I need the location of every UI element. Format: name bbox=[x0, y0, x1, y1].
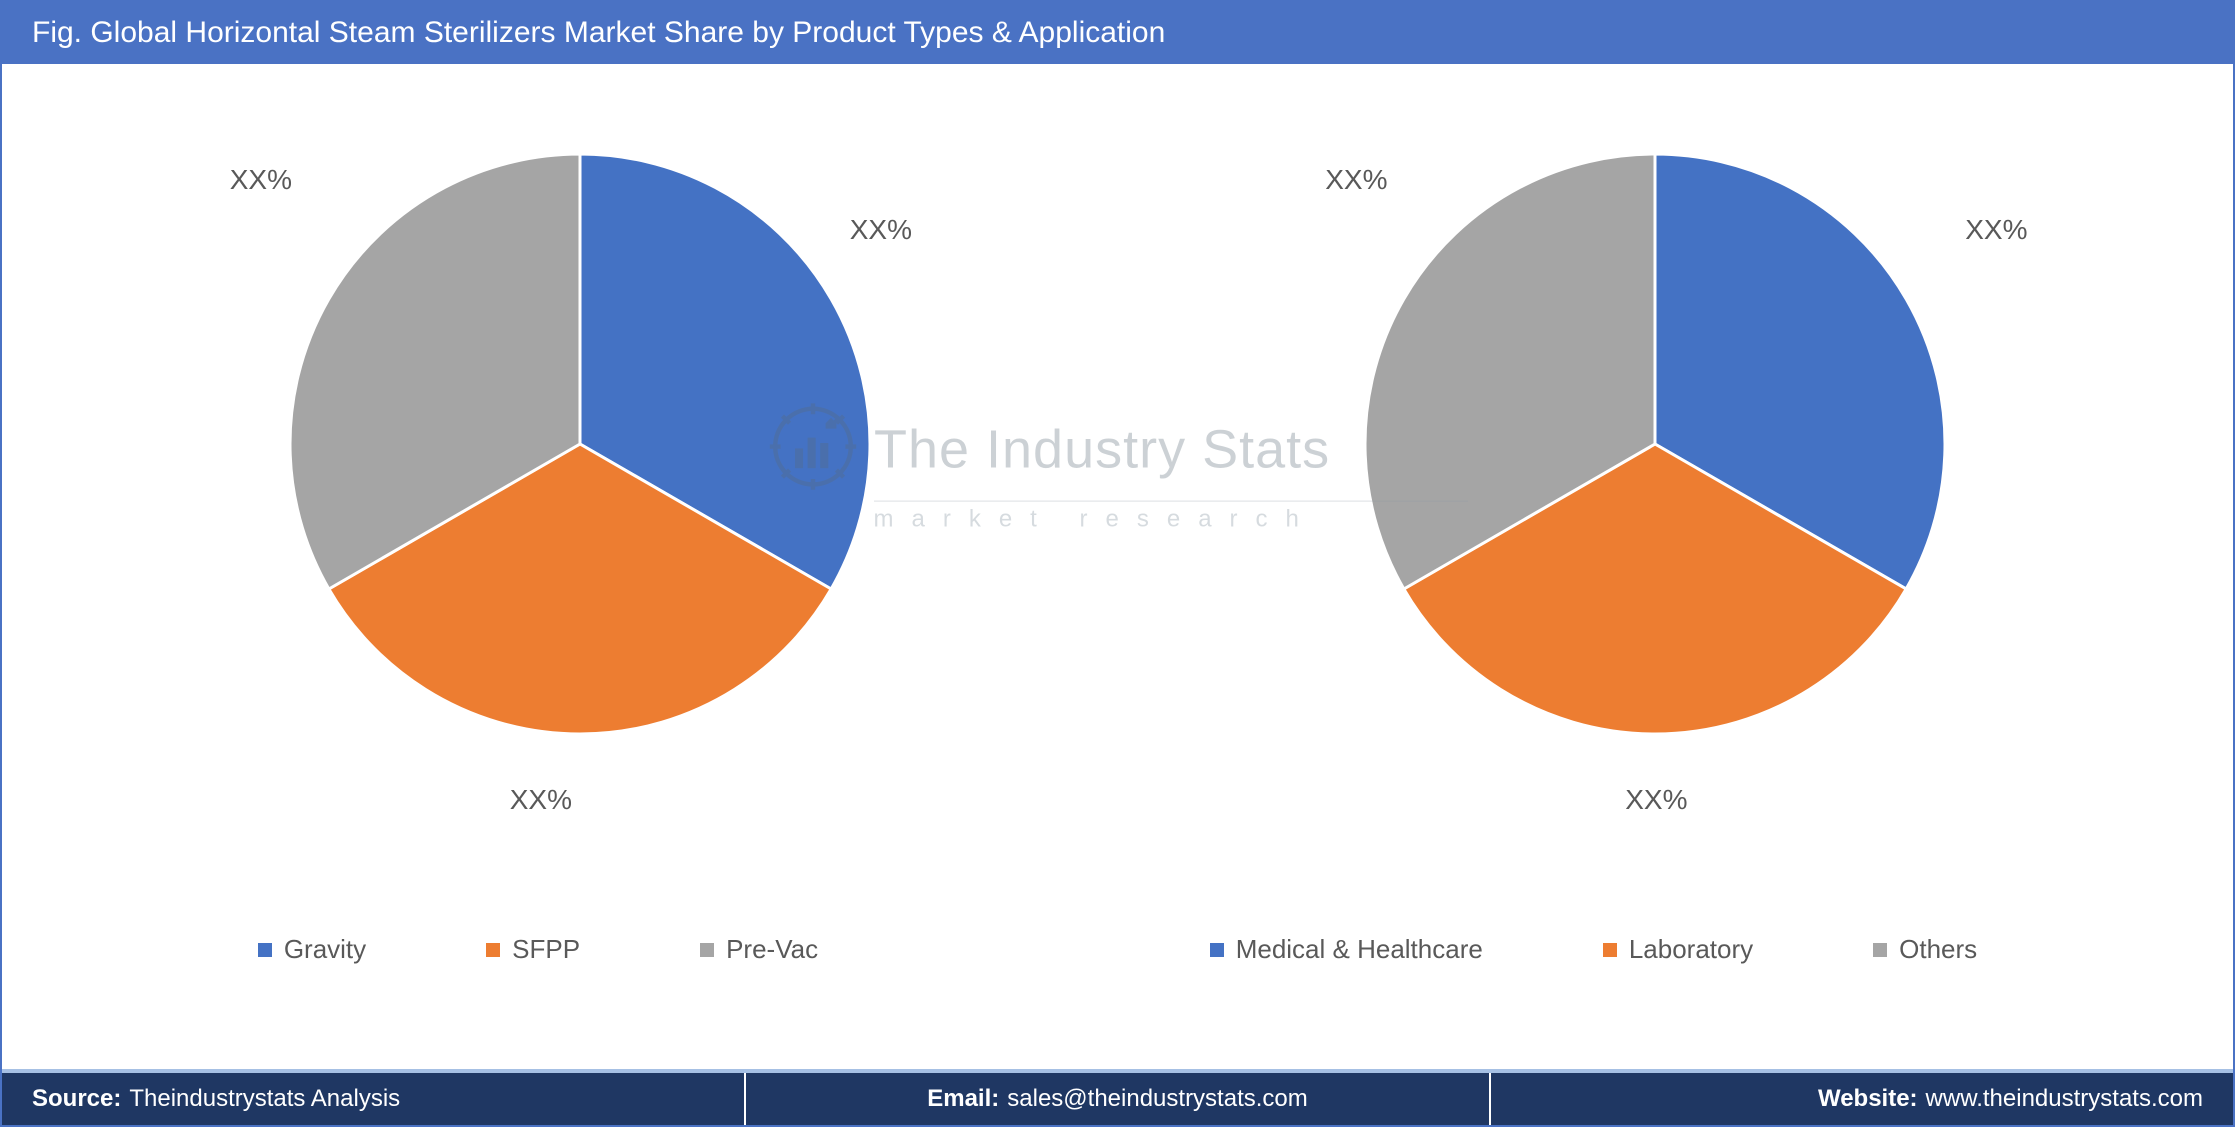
legend-product-swatch-1 bbox=[486, 943, 500, 957]
legends-row: Gravity SFPP Pre-Vac Medical & Healthcare L… bbox=[2, 924, 2233, 995]
product-type-label-2: XX% bbox=[230, 164, 292, 196]
legend-application-item-0: Medical & Healthcare bbox=[1210, 934, 1483, 965]
legend-product-label-1: SFPP bbox=[512, 934, 580, 965]
legend-product-label-0: Gravity bbox=[284, 934, 366, 965]
legend-product-item-1: SFPP bbox=[486, 934, 580, 965]
legend-product-item-0: Gravity bbox=[258, 934, 366, 965]
charts-area: XX% XX% XX% XX% XX% XX% bbox=[2, 64, 2233, 924]
footer-email-value: sales@theindustrystats.com bbox=[1007, 1085, 1307, 1113]
footer-website-value: www.theindustrystats.com bbox=[1926, 1085, 2203, 1113]
figure-title: Fig. Global Horizontal Steam Sterilizers… bbox=[32, 16, 1165, 49]
legend-application: Medical & Healthcare Laboratory Others bbox=[1210, 934, 1977, 965]
footer-source: Source: Theindustrystats Analysis bbox=[2, 1073, 744, 1125]
legend-application-label-1: Laboratory bbox=[1629, 934, 1753, 965]
pie-chart-product-types: XX%XX%XX% bbox=[130, 124, 1030, 764]
application-label-0: XX% bbox=[1965, 214, 2027, 246]
application-svg bbox=[1335, 124, 1975, 764]
footer-source-value: Theindustrystats Analysis bbox=[129, 1085, 400, 1113]
legend-application-item-2: Others bbox=[1873, 934, 1977, 965]
product-type-label-0: XX% bbox=[850, 214, 912, 246]
legend-application-swatch-1 bbox=[1603, 943, 1617, 957]
footer-website: Website: www.theindustrystats.com bbox=[1489, 1073, 2233, 1125]
footer-website-label: Website: bbox=[1818, 1085, 1918, 1113]
legend-application-label-0: Medical & Healthcare bbox=[1236, 934, 1483, 965]
legend-application-item-1: Laboratory bbox=[1603, 934, 1753, 965]
title-bar: Fig. Global Horizontal Steam Sterilizers… bbox=[2, 2, 2233, 64]
legend-application-swatch-0 bbox=[1210, 943, 1224, 957]
pie-chart-application: XX%XX%XX% bbox=[1205, 124, 2105, 764]
legend-application-swatch-2 bbox=[1873, 943, 1887, 957]
footer-source-label: Source: bbox=[32, 1085, 121, 1113]
footer-bar: Source: Theindustrystats Analysis Email:… bbox=[2, 1069, 2233, 1125]
legend-product-swatch-2 bbox=[700, 943, 714, 957]
legend-product-label-2: Pre-Vac bbox=[726, 934, 818, 965]
footer-email: Email: sales@theindustrystats.com bbox=[744, 1073, 1488, 1125]
product-type-svg bbox=[260, 124, 900, 764]
application-label-1: XX% bbox=[1625, 784, 1687, 816]
legend-product-item-2: Pre-Vac bbox=[700, 934, 818, 965]
legend-product-swatch-0 bbox=[258, 943, 272, 957]
legend-application-label-2: Others bbox=[1899, 934, 1977, 965]
footer-email-label: Email: bbox=[927, 1085, 999, 1113]
product-type-label-1: XX% bbox=[510, 784, 572, 816]
application-label-2: XX% bbox=[1325, 164, 1387, 196]
legend-product-types: Gravity SFPP Pre-Vac bbox=[258, 934, 818, 965]
